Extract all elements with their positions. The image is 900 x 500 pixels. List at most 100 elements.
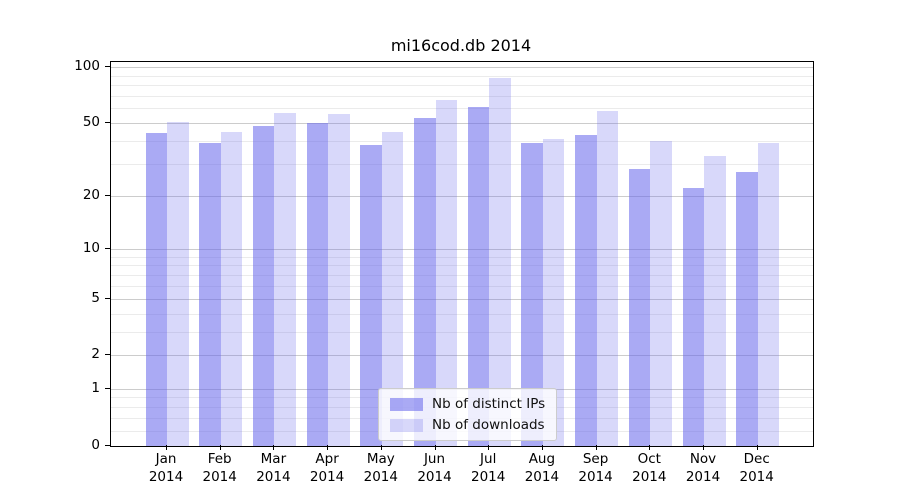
gridline-minor: [111, 265, 813, 267]
y-tick-label: 50: [82, 114, 100, 131]
y-tick-mark: [105, 354, 110, 356]
bar-downloads-may: [381, 131, 404, 446]
gridline-minor: [111, 274, 813, 276]
gridline-major: [111, 123, 813, 125]
x-tick-label-apr: Apr 2014: [310, 451, 344, 486]
legend-item: Nb of distinct IPs: [390, 396, 545, 412]
gridline-minor: [111, 85, 813, 87]
gridline-minor: [111, 108, 813, 110]
x-tick-month: Oct: [637, 451, 661, 467]
gridline-major: [111, 298, 813, 300]
x-tick-mark: [649, 445, 651, 450]
gridline-minor: [111, 163, 813, 165]
x-tick-label-nov: Nov 2014: [686, 451, 720, 486]
gridline-major: [111, 67, 813, 69]
x-tick-month: Jun: [423, 451, 446, 467]
x-tick-mark: [166, 445, 167, 450]
bar-distinct-ips-dec: [736, 172, 758, 446]
bar-downloads-nov: [704, 156, 726, 446]
x-tick-month: Sep: [582, 451, 609, 467]
y-tick-label: 1: [91, 379, 100, 396]
bar-downloads-jan: [167, 121, 189, 446]
y-tick-mark: [105, 66, 110, 68]
x-tick-label-jan: Jan 2014: [149, 451, 183, 486]
gridline-minor: [111, 331, 813, 333]
x-tick-year: 2014: [471, 468, 506, 485]
chart-title: mi16cod.db 2014: [390, 36, 532, 55]
x-tick-month: Apr: [315, 451, 339, 467]
bar-distinct-ips-feb: [199, 143, 221, 446]
x-tick-month: Dec: [743, 451, 770, 467]
x-tick-month: Aug: [528, 451, 556, 467]
gridline-minor: [111, 313, 813, 315]
x-tick-mark: [595, 445, 597, 450]
bar-downloads-oct: [650, 141, 672, 446]
bar-distinct-ips-may: [360, 145, 382, 446]
x-tick-month: Nov: [689, 451, 717, 467]
gridline-major: [111, 355, 813, 357]
bar-downloads-apr: [328, 114, 350, 446]
y-tick-label: 0: [91, 436, 100, 453]
bar-downloads-jul: [489, 78, 511, 446]
bar-distinct-ips-jun: [414, 118, 436, 446]
bar-distinct-ips-mar: [252, 126, 275, 446]
bar-distinct-ips-nov: [682, 188, 704, 446]
x-tick-label-dec: Dec 2014: [740, 451, 774, 486]
x-tick-year: 2014: [148, 468, 184, 485]
gridline-major: [111, 195, 813, 197]
bar-distinct-ips-sep: [575, 135, 597, 446]
x-tick-mark: [703, 445, 704, 450]
x-tick-year: 2014: [685, 468, 721, 485]
y-tick-mark: [105, 297, 110, 299]
legend-label: Nb of distinct IPs: [432, 396, 546, 412]
x-tick-year: 2014: [739, 468, 774, 485]
y-tick-label: 20: [82, 186, 100, 203]
x-tick-label-jul: Jul 2014: [471, 451, 505, 486]
x-tick-label-aug: Aug 2014: [525, 451, 559, 486]
x-tick-mark: [380, 445, 382, 450]
y-tick-label: 2: [91, 346, 100, 363]
legend-swatch-distinct-ips: [390, 397, 423, 411]
x-tick-label-oct: Oct 2014: [632, 451, 666, 486]
x-tick-label-mar: Mar 2014: [256, 451, 290, 486]
bar-downloads-sep: [596, 111, 619, 446]
y-tick-mark: [105, 247, 110, 249]
y-tick-mark: [105, 387, 110, 389]
x-tick-mark: [488, 445, 490, 450]
y-tick-label: 10: [82, 239, 100, 256]
bar-downloads-feb: [220, 131, 243, 446]
y-tick-mark: [105, 122, 110, 124]
x-tick-month: Jul: [480, 451, 497, 467]
y-tick-mark: [105, 444, 110, 446]
x-tick-label-feb: Feb 2014: [203, 451, 237, 486]
x-tick-year: 2014: [632, 468, 667, 485]
legend: Nb of distinct IPs Nb of downloads: [378, 388, 558, 441]
legend-label: Nb of downloads: [432, 417, 545, 433]
x-tick-mark: [434, 445, 436, 450]
y-tick-label: 5: [91, 289, 100, 306]
bar-distinct-ips-jan: [145, 133, 167, 446]
y-tick-mark: [105, 194, 110, 196]
x-tick-year: 2014: [524, 468, 560, 485]
x-tick-label-may: May 2014: [364, 451, 398, 486]
gridline-minor: [111, 285, 813, 287]
bar-downloads-mar: [274, 112, 296, 446]
x-tick-year: 2014: [256, 468, 291, 485]
x-tick-mark: [219, 445, 221, 450]
legend-swatch-downloads: [390, 418, 423, 432]
gridline-minor: [111, 141, 813, 142]
legend-item: Nb of downloads: [390, 417, 545, 433]
gridline-major: [111, 248, 813, 250]
bar-distinct-ips-oct: [628, 169, 651, 446]
x-tick-month: Jan: [155, 451, 177, 467]
bar-downloads-dec: [757, 143, 780, 446]
x-tick-mark: [327, 445, 329, 450]
x-tick-mark: [273, 445, 275, 450]
x-tick-year: 2014: [202, 468, 237, 485]
x-tick-year: 2014: [309, 468, 345, 485]
x-tick-year: 2014: [578, 468, 613, 485]
bar-distinct-ips-apr: [306, 123, 329, 446]
x-tick-mark: [541, 445, 543, 450]
x-tick-month: Feb: [207, 451, 232, 467]
